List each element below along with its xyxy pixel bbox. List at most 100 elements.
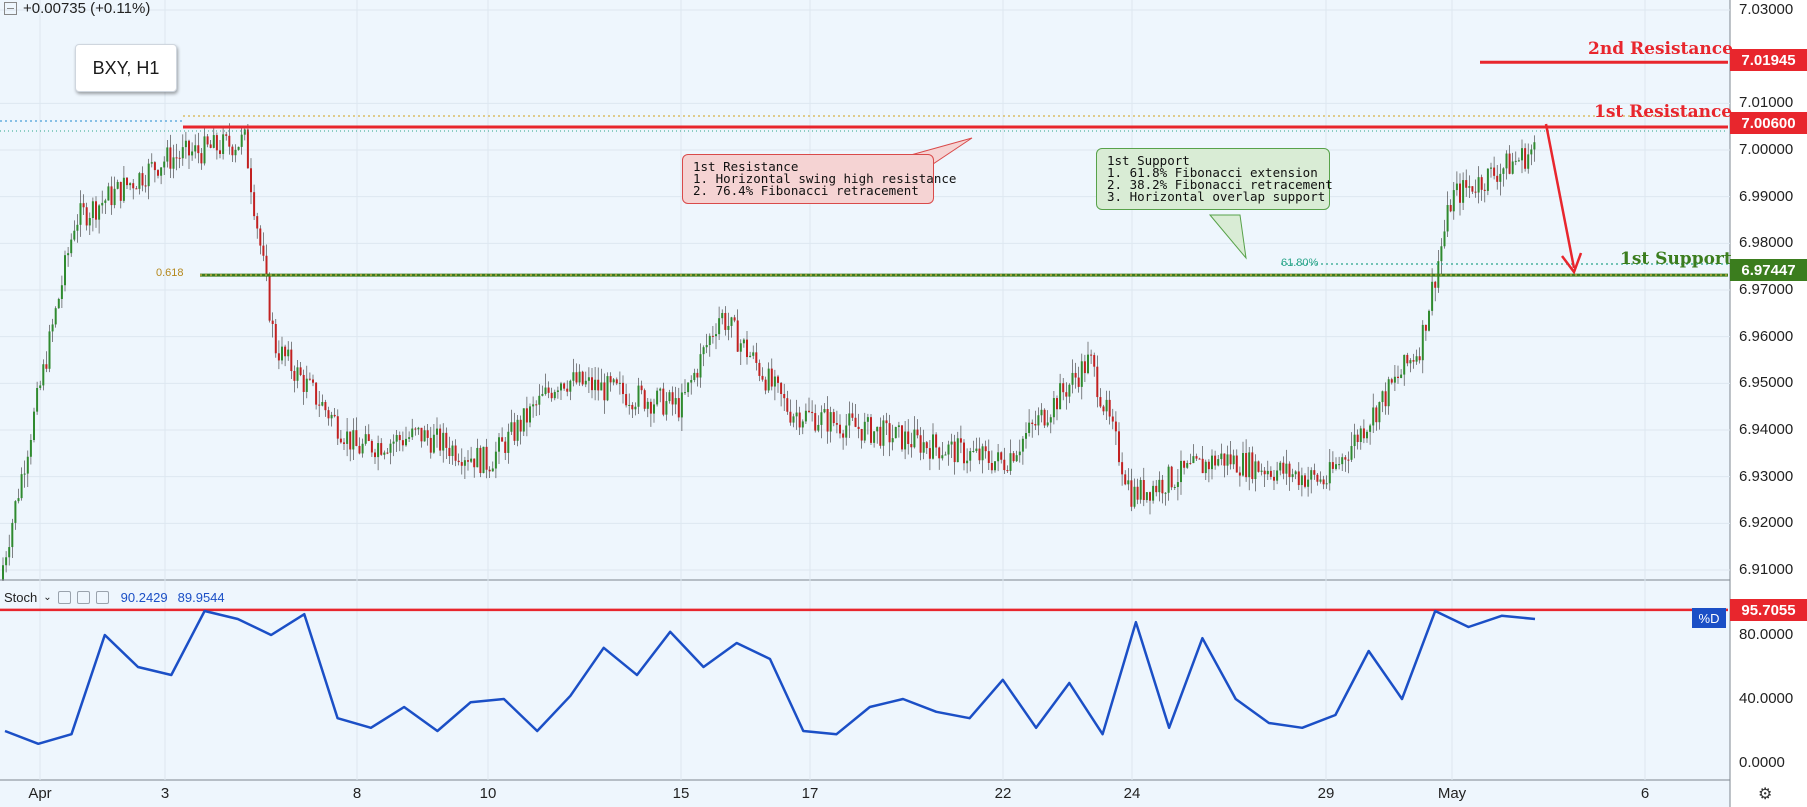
- candle-body: [1316, 474, 1319, 482]
- stoch-name[interactable]: Stoch: [4, 590, 38, 605]
- candle-body: [1096, 366, 1099, 398]
- candle-body: [1319, 479, 1322, 482]
- candle-body: [423, 430, 426, 442]
- candle-body: [575, 372, 578, 383]
- candle-body: [33, 411, 35, 440]
- candle-body: [11, 522, 14, 548]
- candle-body: [547, 387, 550, 393]
- candle-body: [839, 424, 841, 434]
- plot-background: [0, 0, 1730, 807]
- candle-body: [1186, 463, 1189, 468]
- candle-body: [467, 460, 469, 462]
- stoch-legend: Stoch ⌄ 90.2429 89.9544: [4, 590, 225, 605]
- candle-body: [1093, 355, 1096, 367]
- candle-body: [271, 320, 274, 324]
- eye-icon[interactable]: [57, 591, 71, 604]
- candle-body: [950, 441, 953, 445]
- candle-body: [1499, 173, 1502, 182]
- candle-body: [659, 388, 662, 391]
- candle-body: [1276, 470, 1279, 481]
- time-tick-label: Apr: [28, 785, 52, 802]
- candle-body: [891, 438, 894, 443]
- price-tick-label: 6.99000: [1739, 187, 1794, 205]
- candle-body: [277, 353, 280, 361]
- settings-icon[interactable]: [76, 591, 90, 604]
- candle-body: [1077, 377, 1080, 387]
- symbol-label[interactable]: BXY, H1: [75, 44, 177, 92]
- fib-6180-label: 61.80%: [1281, 257, 1319, 269]
- price-change: +0.00735 (+0.11%): [23, 0, 151, 17]
- candle-body: [1056, 398, 1058, 410]
- candle-body: [330, 414, 333, 419]
- candle-body: [1052, 398, 1055, 418]
- price-tick-label: 7.01000: [1739, 94, 1794, 112]
- candle-body: [1118, 431, 1120, 463]
- candle-body: [662, 388, 665, 415]
- candle-body: [327, 410, 330, 419]
- stoch-d-tag: %D: [1692, 608, 1726, 628]
- candle-body: [1037, 415, 1040, 426]
- candle-body: [956, 438, 959, 463]
- candle-body: [1207, 461, 1210, 470]
- candle-body: [656, 390, 659, 405]
- candle-body: [1068, 384, 1071, 397]
- candle-body: [990, 462, 993, 471]
- candle-body: [522, 408, 525, 432]
- collapse-icon[interactable]: [4, 2, 17, 15]
- candle-body: [448, 447, 451, 457]
- candle-body: [1480, 177, 1483, 190]
- candle-body: [129, 183, 132, 186]
- candle-body: [885, 420, 888, 424]
- candle-body: [380, 443, 383, 455]
- candle-body: [724, 312, 727, 330]
- candle-body: [963, 442, 965, 464]
- candle-body: [966, 460, 969, 464]
- candle-body: [215, 135, 218, 151]
- candle-body: [730, 317, 733, 326]
- candle-body: [1040, 409, 1043, 416]
- candle-body: [994, 461, 996, 471]
- candle-body: [57, 299, 60, 309]
- candle-body: [346, 431, 349, 444]
- candle-body: [1074, 372, 1077, 378]
- candle-body: [1102, 406, 1105, 412]
- stoch-tick-label: 40.0000: [1739, 690, 1794, 707]
- candle-body: [315, 382, 318, 405]
- candle-body: [1459, 183, 1461, 203]
- candle-body: [203, 136, 206, 164]
- settings-gear-icon[interactable]: ⚙: [1758, 786, 1773, 803]
- candle-body: [312, 379, 314, 383]
- candle-body: [1359, 428, 1362, 443]
- time-tick-label: 17: [801, 785, 819, 802]
- time-tick-label: 6: [1640, 785, 1650, 802]
- price-tick-label: 7.00000: [1739, 141, 1794, 158]
- candle-body: [45, 364, 48, 369]
- candle-body: [51, 324, 54, 332]
- candle-body: [1384, 391, 1387, 407]
- candle-body: [1025, 433, 1027, 439]
- candle-body: [91, 201, 94, 218]
- candle-body: [572, 372, 575, 381]
- candle-body: [1164, 492, 1167, 494]
- candle-body: [634, 406, 637, 410]
- price-tick-label: 6.98000: [1739, 234, 1794, 252]
- close-icon[interactable]: [95, 591, 109, 604]
- candle-body: [299, 367, 302, 375]
- candle-body: [1517, 160, 1520, 162]
- candle-body: [349, 431, 352, 450]
- candle-body: [488, 469, 491, 472]
- price-tick-label: 6.96000: [1739, 327, 1794, 345]
- candle-body: [510, 422, 513, 432]
- candle-body: [147, 163, 150, 187]
- candle-body: [873, 431, 876, 443]
- candle-body: [560, 383, 562, 391]
- candle-body: [578, 371, 581, 383]
- candle-body: [1087, 354, 1089, 374]
- candle-body: [287, 349, 290, 357]
- chevron-down-icon[interactable]: ⌄: [43, 592, 52, 603]
- candle-body: [569, 380, 572, 392]
- candle-body: [711, 335, 714, 337]
- candle-body: [395, 435, 398, 442]
- fib-618-label: 0.618: [156, 267, 184, 279]
